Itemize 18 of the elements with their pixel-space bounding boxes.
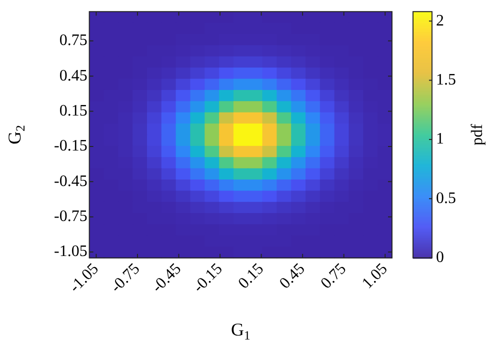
x-tick-label: 0.75	[318, 260, 350, 292]
color-bar-label: 0	[436, 249, 444, 266]
x-tick-label: 1.05	[359, 260, 391, 292]
x-tick-label: 0.45	[276, 260, 308, 292]
color-bar-label: 0.5	[436, 190, 456, 207]
color-bar-label: 2	[436, 12, 444, 30]
color-bar-title: pdf	[469, 123, 486, 146]
y-tick-label: -0.15	[54, 138, 88, 155]
y-tick-label: 0.45	[59, 67, 88, 84]
y-tick-label: 0.75	[59, 32, 88, 50]
color-bar-label: 1.5	[436, 71, 456, 88]
y-tick-label: -0.45	[54, 172, 88, 190]
color-bar-label: 1	[436, 130, 444, 148]
y-tick-label: 0.15	[59, 102, 88, 120]
y-tick-label: -0.75	[54, 208, 88, 226]
y-tick-label: -1.05	[54, 243, 88, 260]
x-tick-label: 0.15	[235, 260, 268, 292]
y-axis-title: G2	[4, 125, 28, 144]
